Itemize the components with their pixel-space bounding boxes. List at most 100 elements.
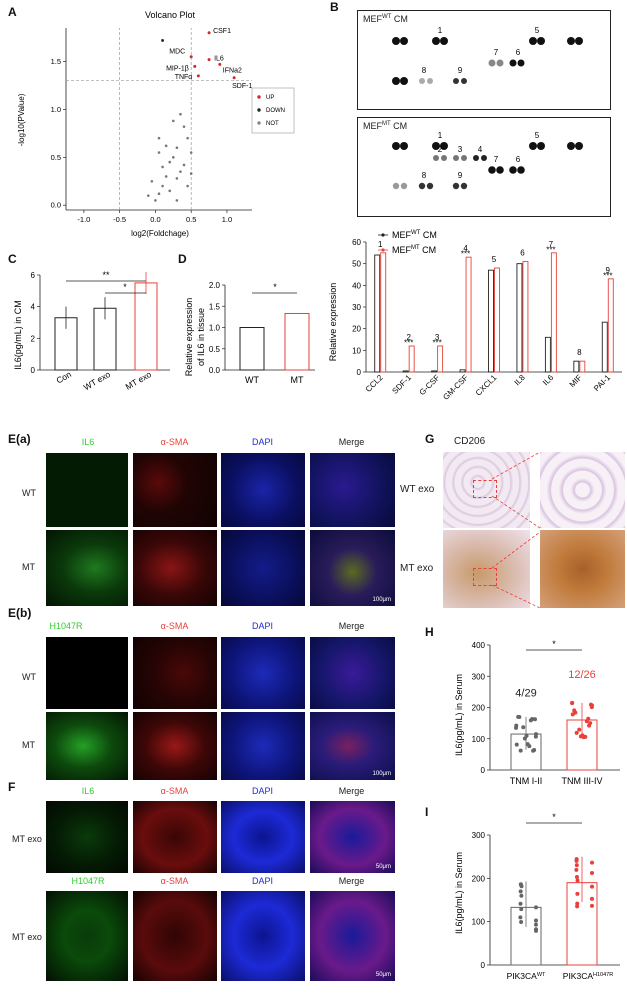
paneli-point [519, 919, 524, 924]
volcano-point-up [218, 62, 222, 66]
volcano-point-label: IL6 [214, 56, 224, 63]
barB-bar-wt [431, 370, 438, 373]
paneld-ylabel-1: Relative expression [184, 298, 194, 377]
blot-spot [575, 142, 583, 150]
panelc-sig-2: * [123, 282, 127, 292]
paneld-sig: * [273, 282, 277, 292]
g-row-mt: MT exo [400, 563, 434, 574]
paneli-point [574, 858, 579, 863]
f2-dapi [221, 891, 305, 981]
blot-mt-number: 1 [438, 131, 443, 140]
blot-spot [529, 37, 537, 45]
f2-merge: 50μm [310, 891, 395, 981]
eb-scale-label: 100μm [372, 771, 391, 777]
volcano-point-not [157, 192, 161, 196]
blot-spot [529, 142, 537, 150]
barB-sig: *** [461, 250, 470, 259]
volcano-point-up [232, 76, 236, 80]
blot-spot [453, 78, 459, 84]
barB-category-label: SDF-1 [390, 373, 413, 396]
volcano-point-up [207, 31, 211, 35]
volcano-legend: UP DOWN NOT [251, 87, 295, 134]
barB-category-label: CCL2 [364, 373, 385, 394]
eb-wt-merge [310, 637, 395, 709]
blot-spot [433, 155, 439, 161]
panelh-point [531, 748, 536, 753]
barB-category-label: GM-CSF [441, 373, 470, 402]
blot-spot [488, 59, 496, 67]
ea-mt-asma [133, 530, 217, 606]
eb-row-mt: MT [22, 740, 35, 750]
f2-asma [133, 891, 217, 981]
panelc-ytick-label: 0 [31, 366, 36, 375]
legend-up-label: UP [266, 95, 274, 101]
volcano-point-up [193, 64, 197, 68]
barB-ytick-label: 60 [352, 238, 361, 247]
panel-label-a: A [8, 5, 17, 19]
panelh-ratio-left: 4/29 [515, 688, 536, 700]
paneli-point [533, 918, 538, 923]
barB-sig: *** [404, 339, 413, 348]
barB-category-label: G-CSF [418, 373, 442, 397]
volcano-point-not [172, 119, 175, 123]
barB-category-label: IL6 [541, 373, 556, 388]
barB-ytick-label: 20 [352, 325, 361, 334]
volcano-ytick-label: 0.0 [51, 201, 61, 210]
volcano-point-not [157, 136, 161, 140]
panelh-point [581, 735, 586, 740]
panelc-category-label: MT exo [124, 369, 154, 392]
ea-wt-dapi [221, 453, 305, 527]
blot-spot [461, 155, 467, 161]
f-row-1: MT exo [12, 834, 42, 844]
barB-bar-mt [408, 345, 415, 373]
volcano-title: Volcano Plot [145, 10, 196, 20]
paneli-point [519, 907, 524, 912]
panelh-sig: * [552, 639, 556, 649]
blot-spot [537, 142, 545, 150]
barB-ytick-label: 50 [352, 260, 361, 269]
f2-scale-label: 50μm [375, 972, 391, 978]
g-zoom-lines [491, 451, 541, 609]
volcano-point-not [186, 136, 189, 140]
barB-ytick-label: 10 [352, 346, 361, 355]
volcano-point-not [175, 177, 179, 180]
panel-label-f: F [8, 780, 16, 794]
blot-mt-number: 3 [458, 145, 463, 154]
legend-wt: MEFWT CM [392, 230, 437, 240]
paneli-point [533, 922, 538, 927]
volcano-point-not [146, 194, 150, 197]
blot-spot [400, 77, 408, 85]
ea-scale-label: 100μm [372, 597, 391, 603]
paneli-point [533, 928, 538, 933]
panelh-ytick-label: 0 [481, 766, 486, 775]
paneld-ytick-label: 0.0 [209, 366, 221, 375]
paneli-point [589, 871, 594, 876]
barB-number: 4 [463, 244, 468, 253]
panelc-sig-1: ** [102, 270, 110, 280]
f1-col-il6: IL6 [81, 786, 95, 796]
blot-wt-title: MEFWT CM [363, 14, 408, 24]
barB-bar-wt [402, 370, 409, 373]
volcano-point-not [164, 175, 168, 178]
barB-bar-mt [607, 278, 614, 373]
paneli-point [589, 896, 594, 901]
f1-dapi [221, 801, 305, 873]
paneli-category-label: PIK3CAH1047R [563, 971, 613, 981]
barB-number: 2 [406, 333, 411, 342]
blot-wt-number: 7 [494, 48, 499, 57]
panelc-bar [134, 282, 158, 371]
barB-sig: *** [603, 271, 612, 280]
barB-category-label: IL8 [513, 373, 528, 388]
legend-down-label: DOWN [266, 108, 285, 114]
blot-spot [567, 142, 575, 150]
volcano-point-not [161, 184, 164, 188]
ea-mt-dapi [221, 530, 305, 606]
f2-col-merge: Merge [338, 876, 365, 886]
panelh-point [525, 742, 530, 747]
panel-i-chart: 0 100 200 300 PIK3CAWT PIK3CAH1047R * IL6(pg/m… [454, 812, 620, 981]
blot-mef-mt: MEFMT CM 1 2 3 4 5 7 6 8 9 [357, 117, 611, 217]
panelh-point [572, 708, 577, 713]
panelh-point [514, 725, 519, 730]
panelh-category-label: TNM III-IV [562, 776, 603, 786]
